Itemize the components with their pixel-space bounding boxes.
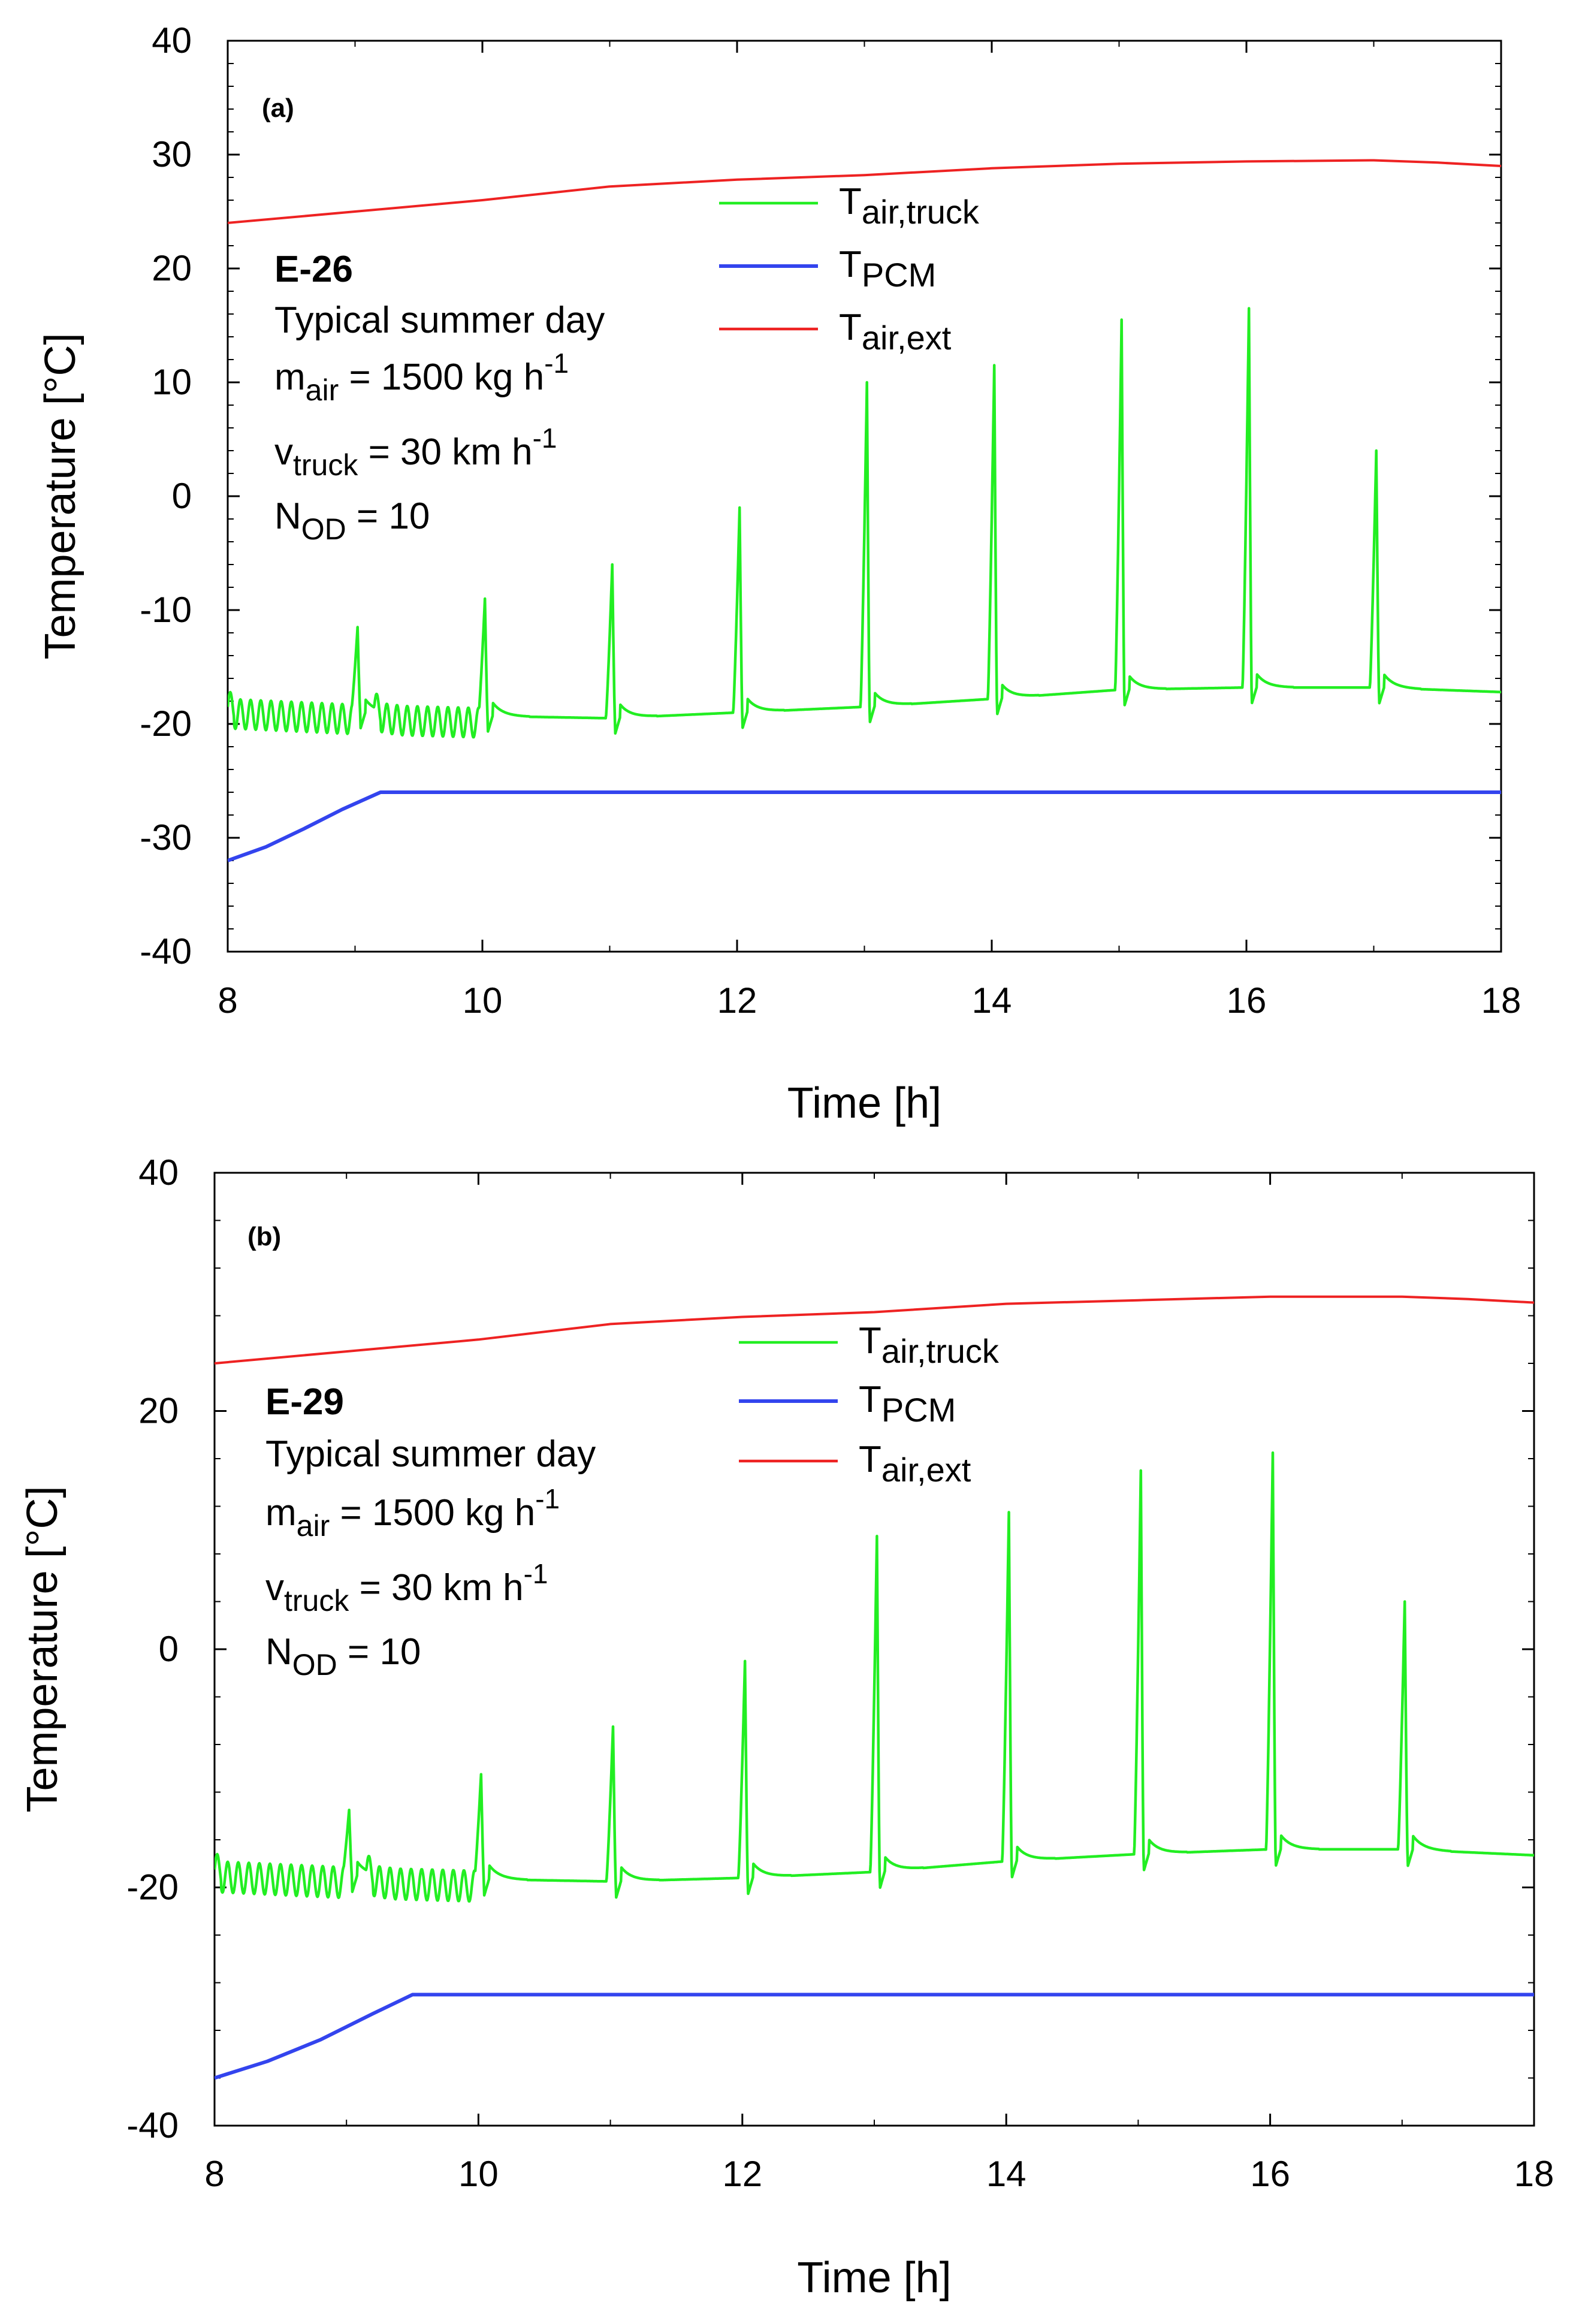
series-t-air-truck	[228, 307, 1501, 739]
x-tick-label: 16	[1227, 980, 1267, 1021]
annotation-case-id: E-26	[274, 249, 353, 290]
y-axis-title: Temperature [°C]	[37, 333, 84, 660]
y-tick-label: -10	[140, 590, 192, 630]
panel-label: (b)	[247, 1222, 281, 1251]
annotation-door-openings: NOD = 10	[265, 1631, 421, 1682]
series-t-pcm	[215, 1993, 1534, 2080]
panel-b: 8 10 12 14 16 18 -40 -20 0 20 40 Time [h] Temperatur…	[19, 1152, 1554, 2302]
x-tick-label: 16	[1250, 2154, 1290, 2194]
y-tick-label: 20	[138, 1391, 179, 1431]
legend-entry: Tair,ext	[839, 307, 952, 357]
panel-a: 8 10 12 14 16 18 -40 -30 -20 -10 0 10 20 30 40 Time [h]…	[37, 20, 1521, 1127]
y-tick-label: 10	[152, 362, 192, 402]
y-tick-label: 30	[152, 134, 192, 174]
annotation-condition: Typical summer day	[265, 1433, 596, 1475]
y-tick-label: -40	[126, 2105, 179, 2145]
annotation-truck-velocity: vtruck = 30 km h-1	[265, 1558, 548, 1617]
x-tick-label: 12	[717, 980, 757, 1021]
y-tick-label: 0	[159, 1629, 179, 1669]
series-t-pcm	[228, 790, 1501, 862]
legend-entry: Tair,truck	[859, 1320, 1000, 1370]
series-t-air-ext	[215, 1295, 1534, 1365]
x-tick-label: 8	[204, 2154, 224, 2194]
legend-entry: TPCM	[859, 1379, 956, 1429]
x-tick-label: 8	[218, 980, 237, 1021]
y-tick-label: 40	[152, 20, 192, 61]
legend-entry: Tair,truck	[839, 181, 980, 231]
y-tick-label: 20	[152, 248, 192, 288]
x-tick-label: 14	[986, 2154, 1026, 2194]
x-tick-label: 10	[458, 2154, 499, 2194]
y-tick-label: 40	[138, 1152, 179, 1193]
annotation-door-openings: NOD = 10	[274, 496, 430, 546]
series-group	[228, 159, 1501, 862]
series-t-air-truck	[215, 1451, 1534, 1903]
y-tick-label: -40	[140, 931, 192, 971]
y-tick-label: -20	[140, 704, 192, 744]
series-t-air-ext	[228, 159, 1501, 224]
annotation-case-id: E-29	[265, 1381, 344, 1423]
y-tick-label: -20	[126, 1867, 179, 1908]
x-axis-title: Time [h]	[797, 2254, 951, 2302]
y-axis-title: Temperature [°C]	[19, 1486, 67, 1813]
annotation-truck-velocity: vtruck = 30 km h-1	[274, 422, 557, 482]
x-tick-label: 10	[463, 980, 503, 1021]
annotation-mass-flow: mair = 1500 kg h-1	[274, 348, 569, 407]
x-tick-label: 14	[972, 980, 1012, 1021]
x-tick-label: 18	[1514, 2154, 1554, 2194]
series-group	[215, 1295, 1534, 2080]
x-tick-label: 12	[722, 2154, 762, 2194]
legend-entry: TPCM	[839, 244, 936, 294]
x-axis-title: Time [h]	[787, 1079, 941, 1127]
x-tick-label: 18	[1481, 980, 1521, 1021]
annotation-condition: Typical summer day	[274, 300, 605, 341]
legend-entry: Tair,ext	[859, 1439, 971, 1489]
annotation-mass-flow: mair = 1500 kg h-1	[265, 1483, 560, 1543]
y-tick-label: -30	[140, 817, 192, 858]
y-tick-label: 0	[172, 476, 192, 516]
panel-label: (a)	[262, 93, 294, 123]
